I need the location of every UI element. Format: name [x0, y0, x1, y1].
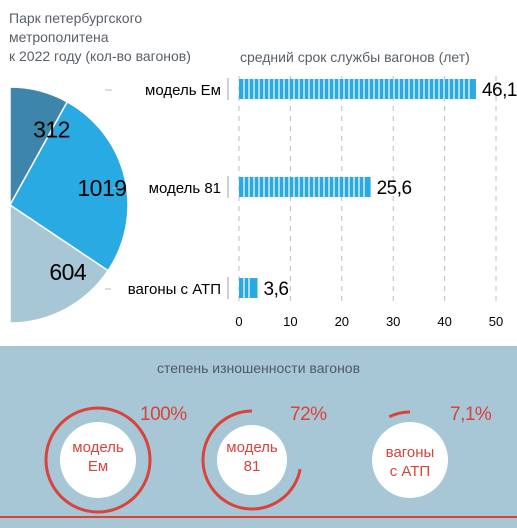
x-tick-label: 30: [386, 314, 400, 329]
bar-row: модель Ем 46,1: [105, 78, 517, 101]
wear-chart: [44, 406, 448, 514]
pie-chart-title: Парк петербургского метрополитена к 2022…: [9, 9, 229, 66]
bar: [239, 177, 371, 197]
wear-chart-title: степень изношенности вагонов: [156, 360, 361, 376]
bar-value-label: 46,1: [482, 80, 517, 101]
wear-label-line: модель: [72, 439, 124, 456]
wear-disc: [372, 422, 448, 498]
wear-label-line: 81: [243, 458, 261, 475]
pie-value-label: 1019: [77, 175, 126, 201]
wear-label-line: Ем: [87, 458, 109, 475]
category-label: модель Ем: [145, 82, 221, 99]
x-tick-label: 50: [489, 314, 503, 329]
pie-title-line: к 2022 году (кол-во вагонов): [9, 48, 191, 64]
wear-disc: [217, 425, 287, 495]
wear-label-line: модель: [226, 439, 278, 456]
pie-slice: [9, 100, 129, 272]
x-tick-label: 10: [283, 314, 297, 329]
bar-row: модель 81 25,6: [113, 176, 412, 199]
bar-value-label: 25,6: [377, 178, 412, 199]
pie-value-label: 312: [33, 116, 70, 142]
wear-value-em: 100%: [140, 404, 187, 425]
bar: [239, 79, 476, 99]
category-label: модель 81: [149, 180, 221, 197]
wear-value-81: 72%: [290, 404, 327, 425]
bar-row: вагоны с АТП 3,6: [105, 277, 289, 300]
bar-chart-title: средний срок службы вагонов (лет): [240, 49, 470, 65]
wear-disc: [60, 422, 136, 498]
wear-arc: [44, 406, 152, 514]
pie-title-line: метрополитена: [9, 29, 109, 45]
bar: [239, 278, 258, 298]
wear-arc: [201, 409, 302, 511]
category-label: вагоны с АТП: [128, 281, 221, 298]
bottom-divider: [0, 516, 517, 518]
x-tick-label: 20: [335, 314, 349, 329]
pie-value-label: 604: [49, 259, 87, 285]
pie-slice: [9, 203, 110, 324]
wear-label-line: вагоны: [385, 444, 435, 461]
wear-label-81: модель 81: [212, 438, 292, 476]
wear-arc: [388, 410, 411, 419]
wear-label-line: с АТП: [389, 463, 431, 480]
x-tick-label: 40: [437, 314, 451, 329]
wear-value-atp: 7,1%: [450, 404, 492, 425]
wear-label-em: модель Ем: [58, 438, 138, 476]
wear-label-atp: вагоны с АТП: [370, 443, 450, 481]
bar-value-label: 3,6: [264, 279, 289, 300]
x-tick-label: 0: [235, 314, 242, 329]
pie-title-line: Парк петербургского: [9, 10, 143, 26]
